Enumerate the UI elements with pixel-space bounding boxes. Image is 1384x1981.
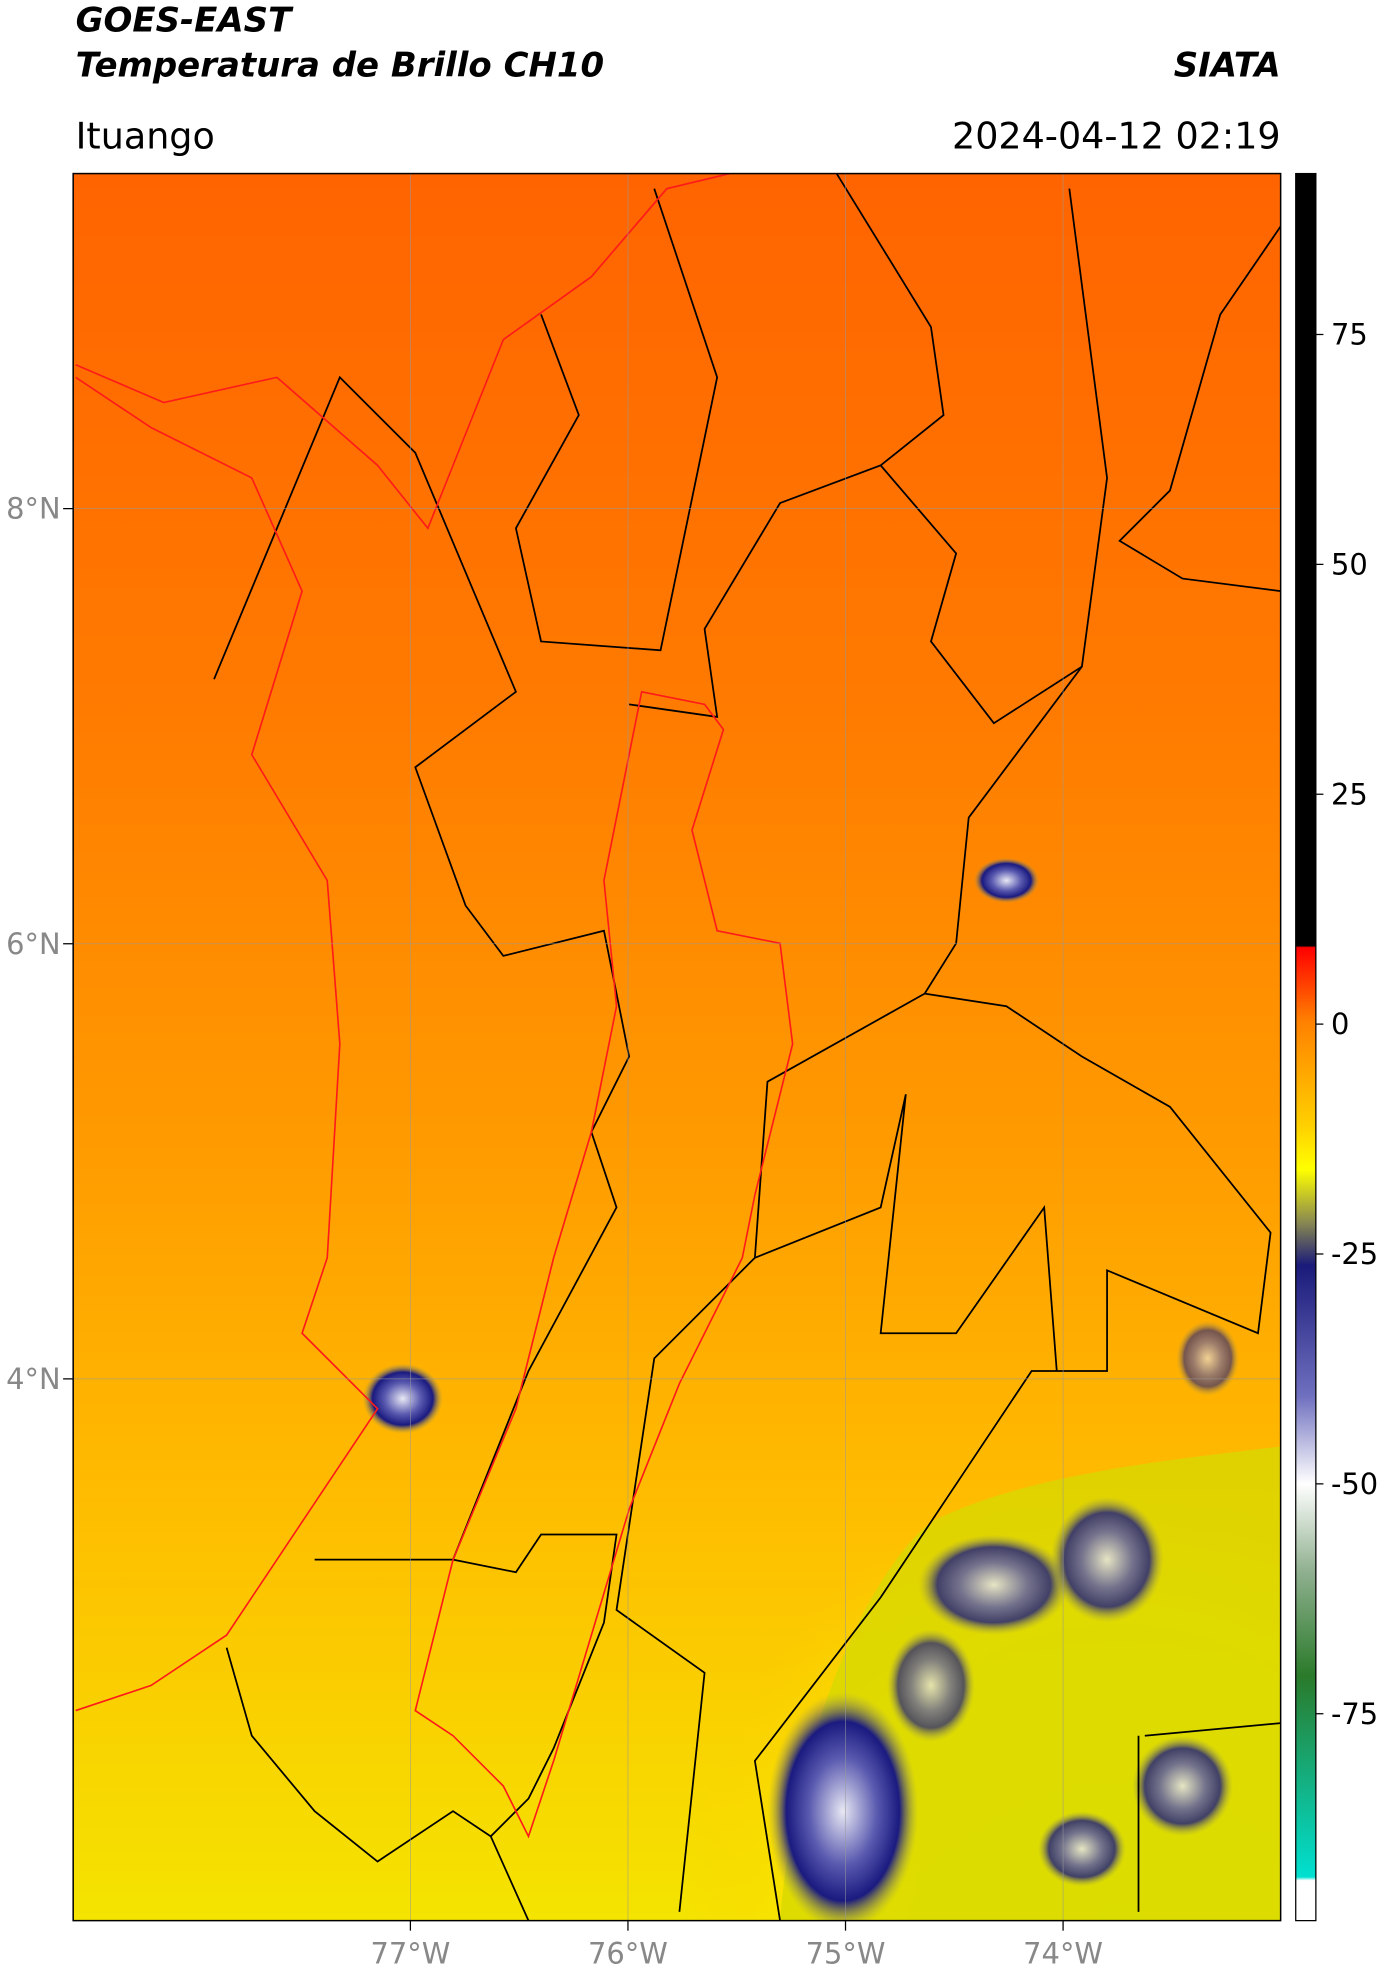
x-tick-label: 77°W (370, 1936, 450, 1970)
colorbar-tick-label: -50 (1331, 1467, 1378, 1501)
map-image (73, 173, 1281, 1921)
x-tick-label: 75°W (806, 1936, 886, 1970)
colorbar-ticks: 75 50 25 0 -25 -50 -75 (1315, 318, 1378, 1731)
subtitle: Temperatura de Brillo CH10 (76, 46, 604, 86)
colorbar-tick-label: 25 (1331, 777, 1368, 811)
y-tick-label: 4°N (6, 1362, 60, 1396)
map-frame (72, 172, 1282, 1922)
datetime: 2024-04-12 02:19 (952, 114, 1281, 157)
x-tick-label: 76°W (588, 1936, 668, 1970)
title: GOES-EAST (76, 0, 294, 40)
x-tick-label: 74°W (1023, 1936, 1103, 1970)
graticule: 77°W 76°W 75°W 74°W 8°N 6°N 4°N (6, 173, 1281, 1970)
colorbar-tick-label: 50 (1331, 547, 1368, 581)
colorbar (1295, 172, 1317, 1922)
location: Ituango (76, 114, 215, 157)
colorbar-tick-label: 0 (1331, 1007, 1349, 1041)
source: SIATA (1174, 46, 1281, 86)
colorbar-tick-label: -25 (1331, 1237, 1378, 1271)
colorbar-tick-label: 75 (1331, 318, 1368, 352)
y-tick-label: 8°N (6, 492, 60, 526)
colorbar-tick-label: -75 (1331, 1697, 1378, 1731)
y-tick-label: 6°N (6, 927, 60, 961)
